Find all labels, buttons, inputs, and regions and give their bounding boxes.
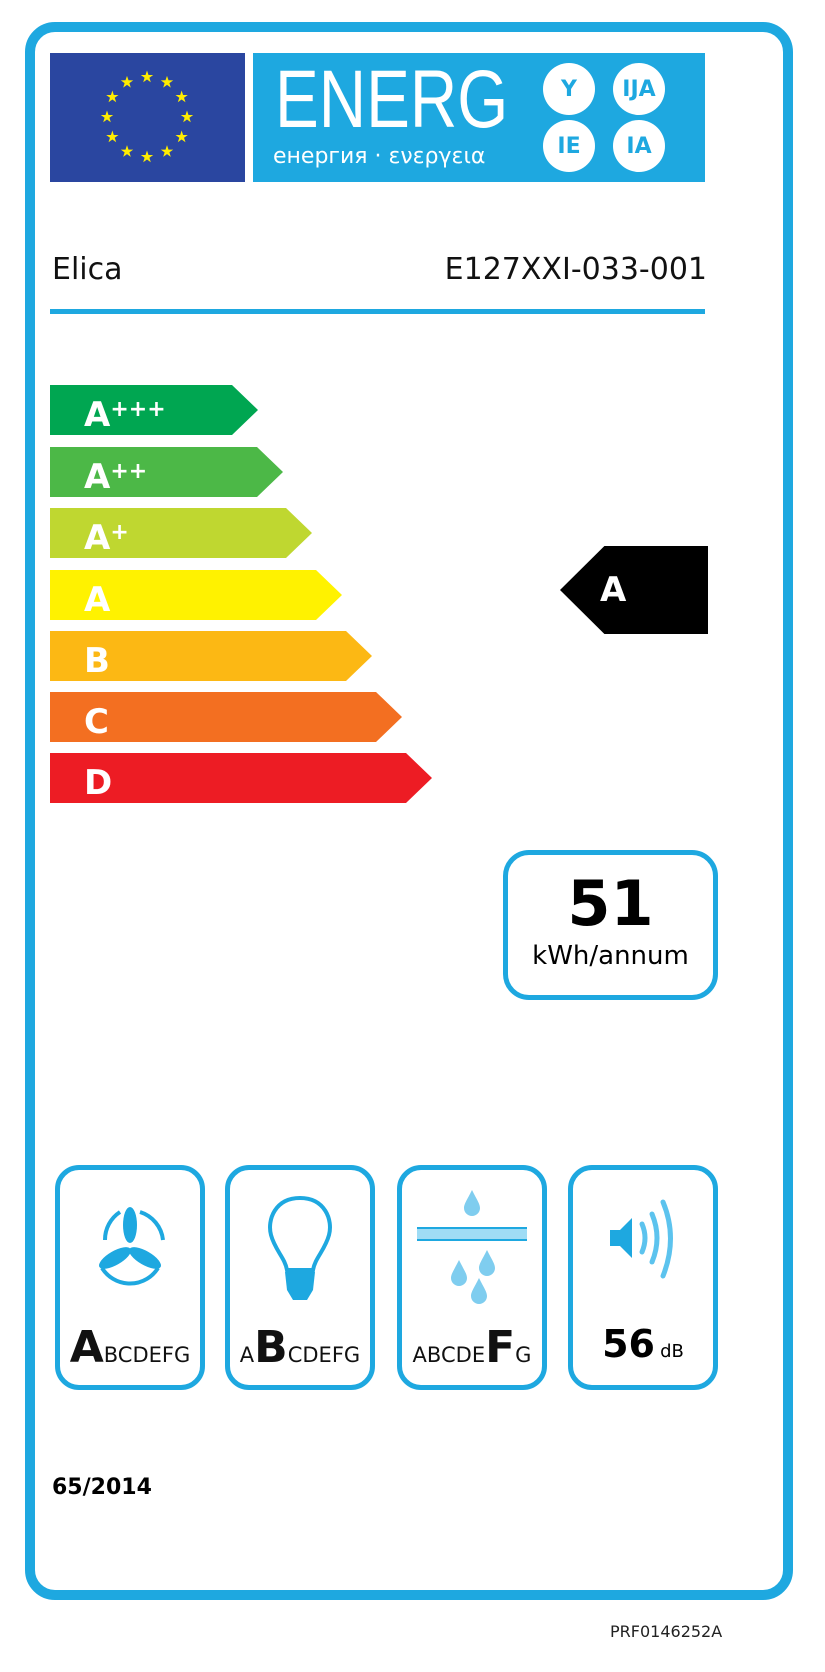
efficiency-scale: ABCDEFG: [402, 1322, 542, 1373]
eu-flag-icon: [50, 53, 245, 182]
class-letter: G: [343, 1343, 361, 1367]
noise-value: 56: [602, 1322, 655, 1366]
class-letter: G: [174, 1343, 191, 1367]
energy-class-bar: C: [50, 692, 402, 742]
suffix-badge: IA: [613, 120, 665, 172]
banner-subtitle: енергия · ενεργεια: [273, 144, 486, 169]
supplier-name: Elica: [52, 252, 123, 287]
noise-level: 56 dB: [573, 1322, 713, 1366]
energy-class-bar: A: [50, 570, 342, 620]
light-bulb-icon: [268, 1195, 332, 1300]
class-letter: A: [84, 580, 111, 620]
star-icon: [180, 110, 194, 123]
star-icon: [106, 130, 119, 143]
divider: [50, 309, 705, 314]
class-plus: +: [110, 520, 129, 545]
grease-filtering-efficiency-box: ABCDEFG: [397, 1165, 547, 1390]
star-icon: [175, 130, 188, 143]
class-letter: G: [515, 1343, 532, 1367]
suffix-badge: Y: [543, 63, 595, 115]
fan-icon: [99, 1207, 165, 1286]
class-letter: A: [239, 1343, 255, 1367]
energy-class-bar: D: [50, 753, 432, 803]
fluid-dynamic-efficiency-box: ABCDEFG: [55, 1165, 205, 1390]
star-icon: [120, 75, 134, 88]
selected-class-letter: F: [485, 1322, 516, 1373]
class-letter: A: [84, 457, 111, 497]
class-letter: C: [117, 1343, 133, 1367]
label-code: PRF0146252A: [610, 1622, 723, 1641]
selected-class-letter: A: [69, 1322, 104, 1373]
class-letter: A: [84, 518, 111, 558]
class-plus: +++: [110, 397, 166, 422]
star-icon: [140, 70, 154, 83]
energy-consumption-box: 51 kWh/annum: [503, 850, 718, 1000]
noise-box: 56 dB: [568, 1165, 718, 1390]
speaker-icon: [610, 1199, 673, 1279]
energy-value: 51: [567, 867, 654, 940]
star-icon: [120, 145, 134, 157]
regulation-number: 65/2014: [52, 1475, 152, 1500]
class-letter: E: [471, 1343, 486, 1367]
star-icon: [175, 90, 188, 103]
star-icon: [160, 145, 174, 157]
class-letter: B: [103, 1343, 118, 1367]
class-letter: A: [412, 1343, 427, 1367]
class-letter: D: [84, 763, 113, 803]
energy-unit: kWh/annum: [532, 941, 689, 971]
model-identifier: E127XXI-033-001: [444, 252, 707, 287]
efficiency-scale: ABCDEFG: [230, 1322, 370, 1373]
class-letter: D: [132, 1343, 149, 1367]
grease-filter-icon: [417, 1190, 527, 1304]
energy-class-bar: A++: [50, 447, 283, 497]
class-letter: F: [161, 1343, 175, 1367]
energy-class-bar: A+: [50, 508, 312, 558]
suffix-badge: IE: [543, 120, 595, 172]
star-icon: [140, 150, 154, 163]
energy-class-bar: B: [50, 631, 372, 681]
class-letter: B: [84, 641, 110, 681]
class-letter: B: [426, 1343, 441, 1367]
star-icon: [106, 90, 119, 103]
star-icon: [100, 110, 114, 123]
class-letter: F: [331, 1343, 344, 1367]
lighting-efficiency-box: ABCDEFG: [225, 1165, 375, 1390]
label-frame: [25, 22, 793, 1600]
class-letter: C: [440, 1343, 456, 1367]
noise-unit: dB: [660, 1341, 684, 1362]
energy-class-bar: A+++: [50, 385, 258, 435]
class-letter: C: [84, 702, 109, 742]
class-letter: E: [318, 1343, 332, 1367]
banner-title: ENERG: [275, 54, 509, 145]
energy-banner: ENERG енергия · ενεργεια Y IJA IE IA: [253, 53, 705, 182]
class-letter: D: [302, 1343, 319, 1367]
suffix-badge: IJA: [613, 63, 665, 115]
class-letter: C: [287, 1343, 303, 1367]
selected-class-letter: B: [254, 1322, 288, 1373]
star-icon: [160, 75, 174, 88]
class-letter: D: [455, 1343, 472, 1367]
efficiency-scale: ABCDEFG: [60, 1322, 200, 1373]
class-plus: ++: [110, 459, 148, 484]
class-letter: A: [84, 395, 111, 435]
class-letter: E: [148, 1343, 162, 1367]
